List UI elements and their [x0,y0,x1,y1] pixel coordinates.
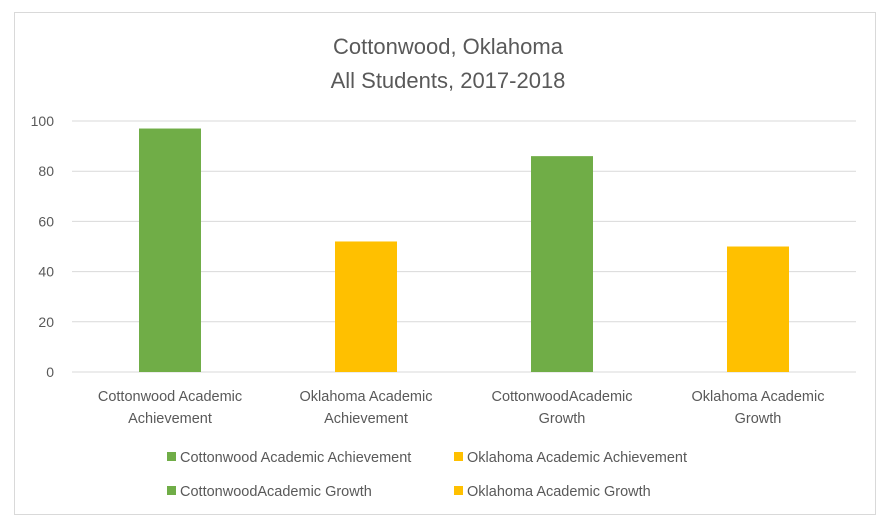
x-category-label: Achievement [324,411,408,427]
legend: Cottonwood Academic Achievement Oklahoma … [167,450,687,500]
y-tick-label: 80 [38,163,54,179]
x-category-label: Oklahoma Academic [692,389,825,405]
x-category-label: Growth [539,411,586,427]
y-tick-label: 60 [38,213,54,229]
bar-4 [727,246,789,372]
x-category-label: CottonwoodAcademic [491,389,632,405]
y-axis-ticks: 0 20 40 60 80 100 [31,113,55,380]
y-tick-label: 20 [38,314,54,330]
legend-swatch [454,452,463,461]
y-tick-label: 0 [46,364,54,380]
x-category-label: Growth [735,411,782,427]
legend-swatch [454,486,463,495]
bar-3 [531,156,593,372]
legend-label: Oklahoma Academic Achievement [467,450,687,466]
bars [139,128,789,372]
x-category-label: Oklahoma Academic [300,389,433,405]
x-category-label: Achievement [128,411,212,427]
legend-swatch [167,452,176,461]
x-category-label: Cottonwood Academic [98,389,242,405]
chart-title-line-2: All Students, 2017-2018 [331,68,566,93]
x-axis-categories: Cottonwood Academic Achievement Oklahoma A… [98,389,825,427]
legend-swatch [167,486,176,495]
y-tick-label: 100 [31,113,55,129]
chart-title: Cottonwood, Oklahoma All Students, 2017-… [331,34,566,93]
bar-2 [335,241,397,372]
legend-label: Oklahoma Academic Growth [467,484,651,500]
y-tick-label: 40 [38,264,54,280]
bar-1 [139,128,201,372]
legend-label: CottonwoodAcademic Growth [180,484,372,500]
gridlines [72,120,856,373]
chart-title-line-1: Cottonwood, Oklahoma [333,34,564,59]
legend-label: Cottonwood Academic Achievement [180,450,411,466]
